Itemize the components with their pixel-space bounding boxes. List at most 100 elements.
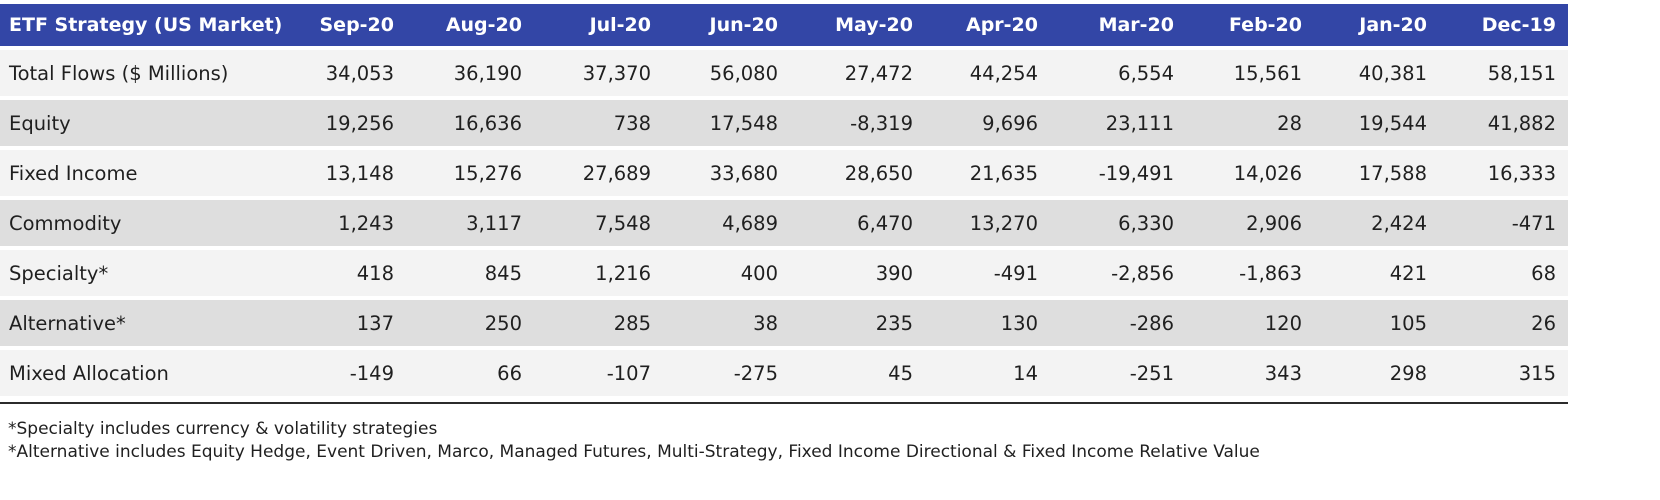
value-cell: -275 [663,350,790,396]
value-cell: 40,381 [1314,50,1439,96]
header-cell-month: Jun-20 [663,4,790,46]
value-cell: 68 [1439,250,1568,296]
value-cell: 56,080 [663,50,790,96]
value-cell: 19,544 [1314,100,1439,146]
value-cell: 9,696 [925,100,1050,146]
row-label-cell: Commodity [0,200,300,246]
table-body: Total Flows ($ Millions) 34,053 36,190 37,3… [0,50,1568,396]
value-cell: 315 [1439,350,1568,396]
value-cell: -251 [1050,350,1186,396]
table-row: Mixed Allocation -149 66 -107 -275 45 14 -251 34… [0,350,1568,396]
table-row: Fixed Income 13,148 15,276 27,689 33,680 28,6… [0,150,1568,196]
value-cell: 15,276 [406,150,534,196]
row-label-cell: Total Flows ($ Millions) [0,50,300,96]
value-cell: 45 [790,350,925,396]
footnotes: *Specialty includes currency & volatilit… [8,418,1260,464]
header-cell-month: Aug-20 [406,4,534,46]
footnote-alternative: *Alternative includes Equity Hedge, Even… [8,442,1260,462]
value-cell: -491 [925,250,1050,296]
value-cell: 285 [534,300,663,346]
value-cell: 28,650 [790,150,925,196]
value-cell: 36,190 [406,50,534,96]
value-cell: 6,470 [790,200,925,246]
value-cell: 66 [406,350,534,396]
value-cell: 4,689 [663,200,790,246]
value-cell: 13,148 [300,150,406,196]
value-cell: 16,333 [1439,150,1568,196]
value-cell: 6,330 [1050,200,1186,246]
value-cell: 120 [1186,300,1314,346]
value-cell: 27,472 [790,50,925,96]
value-cell: 3,117 [406,200,534,246]
row-label-cell: Specialty* [0,250,300,296]
value-cell: 16,636 [406,100,534,146]
value-cell: 44,254 [925,50,1050,96]
value-cell: 6,554 [1050,50,1186,96]
header-cell-month: Feb-20 [1186,4,1314,46]
value-cell: 235 [790,300,925,346]
table-row: Alternative* 137 250 285 38 235 130 -286 120 105 2… [0,300,1568,346]
value-cell: 13,270 [925,200,1050,246]
value-cell: 19,256 [300,100,406,146]
table-row: Specialty* 418 845 1,216 400 390 -491 -2,856 -1,… [0,250,1568,296]
table-bottom-rule [0,402,1568,404]
header-row: ETF Strategy (US Market) Sep-20 Aug-20 Jul-… [0,4,1568,46]
value-cell: 17,548 [663,100,790,146]
value-cell: 33,680 [663,150,790,196]
header-cell-month: Sep-20 [300,4,406,46]
value-cell: 418 [300,250,406,296]
value-cell: 26 [1439,300,1568,346]
value-cell: 17,588 [1314,150,1439,196]
value-cell: -2,856 [1050,250,1186,296]
etf-flows-table: ETF Strategy (US Market) Sep-20 Aug-20 Jul-… [0,4,1568,396]
value-cell: -19,491 [1050,150,1186,196]
value-cell: 2,424 [1314,200,1439,246]
value-cell: 14,026 [1186,150,1314,196]
value-cell: 298 [1314,350,1439,396]
value-cell: 23,111 [1050,100,1186,146]
value-cell: 7,548 [534,200,663,246]
row-label-cell: Equity [0,100,300,146]
row-label-cell: Fixed Income [0,150,300,196]
value-cell: 1,243 [300,200,406,246]
value-cell: -149 [300,350,406,396]
table-row: Commodity 1,243 3,117 7,548 4,689 6,470 13,270… [0,200,1568,246]
value-cell: 37,370 [534,50,663,96]
etf-flows-table-container: ETF Strategy (US Market) Sep-20 Aug-20 Jul-… [0,4,1568,400]
value-cell: 58,151 [1439,50,1568,96]
value-cell: 1,216 [534,250,663,296]
header-cell-month: Mar-20 [1050,4,1186,46]
value-cell: 38 [663,300,790,346]
header-cell-month: Apr-20 [925,4,1050,46]
value-cell: 738 [534,100,663,146]
value-cell: 2,906 [1186,200,1314,246]
row-label-cell: Mixed Allocation [0,350,300,396]
value-cell: -471 [1439,200,1568,246]
value-cell: 105 [1314,300,1439,346]
value-cell: 400 [663,250,790,296]
value-cell: 14 [925,350,1050,396]
value-cell: 421 [1314,250,1439,296]
value-cell: 34,053 [300,50,406,96]
value-cell: -286 [1050,300,1186,346]
value-cell: 343 [1186,350,1314,396]
table-row: Total Flows ($ Millions) 34,053 36,190 37,3… [0,50,1568,96]
header-cell-month: Dec-19 [1439,4,1568,46]
value-cell: -107 [534,350,663,396]
value-cell: 130 [925,300,1050,346]
header-cell-month: Jan-20 [1314,4,1439,46]
value-cell: 15,561 [1186,50,1314,96]
value-cell: 250 [406,300,534,346]
value-cell: 137 [300,300,406,346]
table-row: Equity 19,256 16,636 738 17,548 -8,319 9,696 23… [0,100,1568,146]
value-cell: 21,635 [925,150,1050,196]
table-header: ETF Strategy (US Market) Sep-20 Aug-20 Jul-… [0,4,1568,46]
header-cell-month: Jul-20 [534,4,663,46]
row-label-cell: Alternative* [0,300,300,346]
value-cell: 41,882 [1439,100,1568,146]
value-cell: 28 [1186,100,1314,146]
header-cell-month: May-20 [790,4,925,46]
value-cell: -1,863 [1186,250,1314,296]
value-cell: 27,689 [534,150,663,196]
value-cell: 845 [406,250,534,296]
